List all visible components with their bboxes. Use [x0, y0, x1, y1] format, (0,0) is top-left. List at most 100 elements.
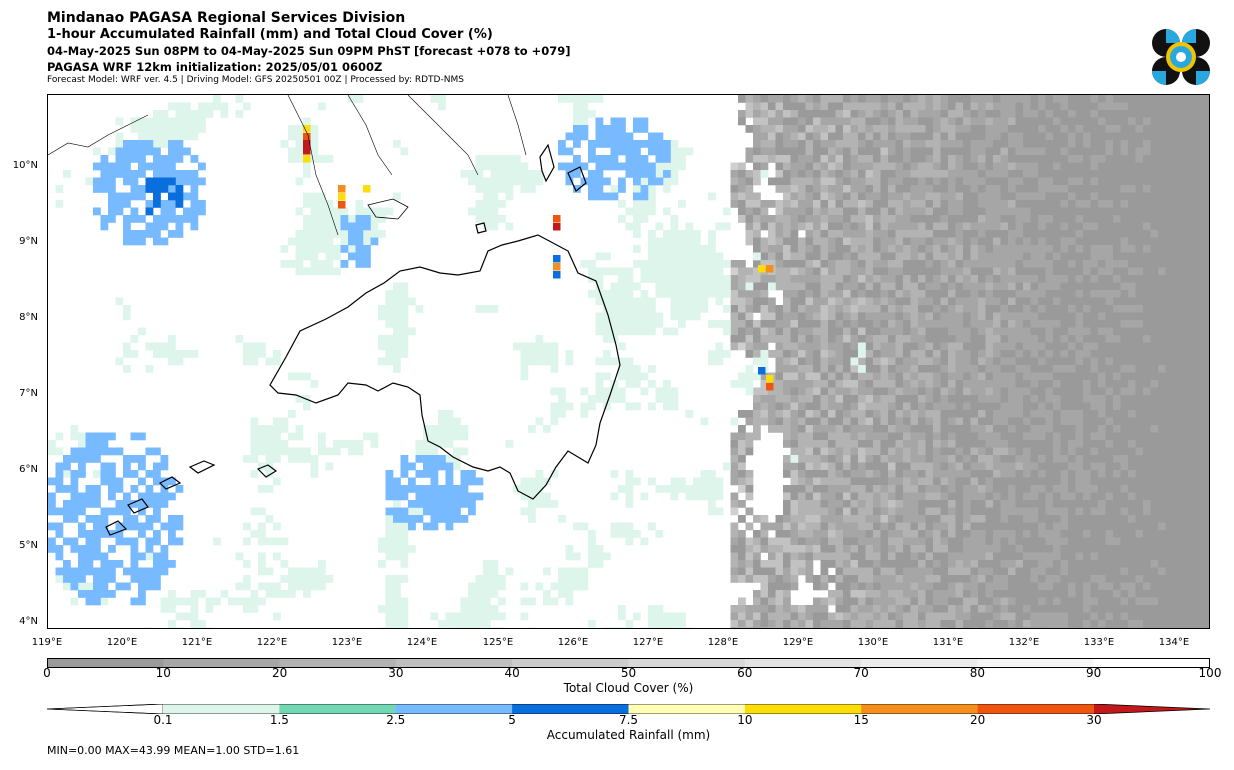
cloud-colorbar-segment [861, 658, 978, 668]
rain-colorbar-segment [163, 704, 280, 714]
cloud-tick-label: 0 [43, 666, 51, 680]
cloud-tick-label: 90 [1086, 666, 1102, 680]
mindanao-coastline [269, 234, 621, 500]
cloud-colorbar-segment [163, 658, 281, 668]
rain-hotspot [338, 201, 346, 209]
rain-tick-label: 10 [737, 713, 753, 727]
rain-hotspot [303, 125, 311, 133]
lat-label: 4°N [19, 616, 38, 627]
map-canvas [48, 95, 1209, 628]
camiguin-island [475, 222, 487, 234]
rain-hotspot [553, 271, 561, 279]
rain-hotspot [766, 375, 774, 383]
cloud-tick-label: 70 [853, 666, 869, 680]
lon-label: 128°E [707, 637, 739, 648]
rain-tick-label: 15 [853, 713, 869, 727]
rain-colorbar-label: Accumulated Rainfall (mm) [546, 728, 711, 742]
cloud-tick-label: 50 [620, 666, 637, 680]
rain-tick-label: 5 [508, 713, 516, 727]
lon-label: 121°E [181, 637, 213, 648]
pagasa-logo-icon [1152, 29, 1210, 85]
cloud-colorbar-segment [1093, 658, 1210, 668]
map-title: Mindanao PAGASA Regional Services Divisi… [47, 10, 406, 26]
cloud-tick-label: 60 [737, 666, 753, 680]
coastlines [48, 95, 621, 536]
lon-label: 129°E [782, 637, 814, 648]
cloud-colorbar-segment [628, 658, 746, 668]
valid-time: 04-May-2025 Sun 08PM to 04-May-2025 Sun … [47, 44, 571, 58]
lon-label: 123°E [331, 637, 363, 648]
rain-hotspot [303, 140, 311, 148]
rain-hotspot [553, 255, 561, 263]
rain-tick-label: 7.5 [618, 713, 639, 727]
rain-hotspot [303, 147, 311, 155]
cloud-colorbar-segment [395, 658, 513, 668]
rain-hotspot [553, 223, 561, 231]
cloud-colorbar-segment [744, 658, 862, 668]
lat-label: 10°N [12, 160, 38, 171]
lat-label: 9°N [19, 236, 38, 247]
lat-label: 5°N [19, 540, 38, 551]
rain-hotspot [766, 383, 774, 391]
cloud-tick-label: 20 [271, 666, 288, 680]
cloud-colorbar-segment [279, 658, 397, 668]
rain-tick-label: 1.5 [269, 713, 289, 727]
rain-hotspot [303, 155, 311, 163]
rain-colorbar-over [1094, 704, 1210, 714]
cloud-tick-label: 10 [155, 666, 171, 680]
rain-colorbar-under [47, 704, 164, 714]
rain-hotspot [338, 193, 346, 201]
rain-tick-label: 2.5 [386, 713, 406, 727]
init-time: PAGASA WRF 12km initialization: 2025/05/… [47, 60, 383, 74]
rain-hotspot [363, 185, 371, 193]
rain-colorbar-segment [279, 704, 397, 714]
rain-tick-label: 20 [969, 713, 986, 727]
rain-hotspot [553, 263, 561, 271]
lat-label: 7°N [19, 388, 38, 399]
rain-hotspot [758, 367, 766, 375]
cloud-colorbar [47, 658, 1210, 668]
rain-tick-label: 30 [1086, 713, 1102, 727]
rain-hotspot [338, 185, 346, 193]
lon-label: 126°E [557, 637, 589, 648]
lon-label: 122°E [256, 637, 288, 648]
basilan-island [256, 464, 278, 478]
cloud-colorbar-segment [977, 658, 1095, 668]
lon-label: 131°E [932, 637, 964, 648]
rain-tick-label: 0.1 [153, 713, 173, 727]
lon-label: 133°E [1083, 637, 1115, 648]
cloud-tick-label: 30 [388, 666, 404, 680]
cloud-colorbar-segment [512, 658, 629, 668]
dinagat-island [539, 143, 555, 183]
cloud-cover-layer [730, 95, 1209, 628]
rain-hotspot [758, 265, 766, 273]
cloud-tick-label: 100 [1198, 666, 1222, 680]
rain-colorbar-segment [512, 704, 629, 714]
lon-label: 124°E [406, 637, 438, 648]
lon-label: 132°E [1008, 637, 1040, 648]
sulu-islands [105, 460, 216, 536]
rain-colorbar [47, 704, 1210, 714]
lon-label: 125°E [482, 637, 514, 648]
lat-label: 8°N [19, 312, 38, 323]
cloud-tick-label: 40 [504, 666, 520, 680]
lon-label: 119°E [31, 637, 63, 648]
cloud-colorbar-segment [47, 658, 164, 668]
lon-label: 134°E [1158, 637, 1190, 648]
siargao-island [567, 166, 587, 192]
lon-label: 130°E [857, 637, 889, 648]
cloud-colorbar-label: Total Cloud Cover (%) [563, 681, 694, 695]
lon-label: 127°E [632, 637, 664, 648]
rainfall-cloud-map [47, 94, 1210, 629]
rain-colorbar-segment [628, 704, 746, 714]
bohol-island [367, 198, 409, 220]
cloud-tick-label: 80 [969, 666, 986, 680]
rain-hotspot [766, 265, 774, 273]
product-title: 1-hour Accumulated Rainfall (mm) and Tot… [47, 27, 493, 42]
statistics: MIN=0.00 MAX=43.99 MEAN=1.00 STD=1.61 [47, 744, 300, 757]
rain-colorbar-segment [977, 704, 1095, 714]
lon-label: 120°E [106, 637, 138, 648]
lat-label: 6°N [19, 464, 38, 475]
rain-hotspot [553, 215, 561, 223]
rain-colorbar-segment [861, 704, 979, 714]
